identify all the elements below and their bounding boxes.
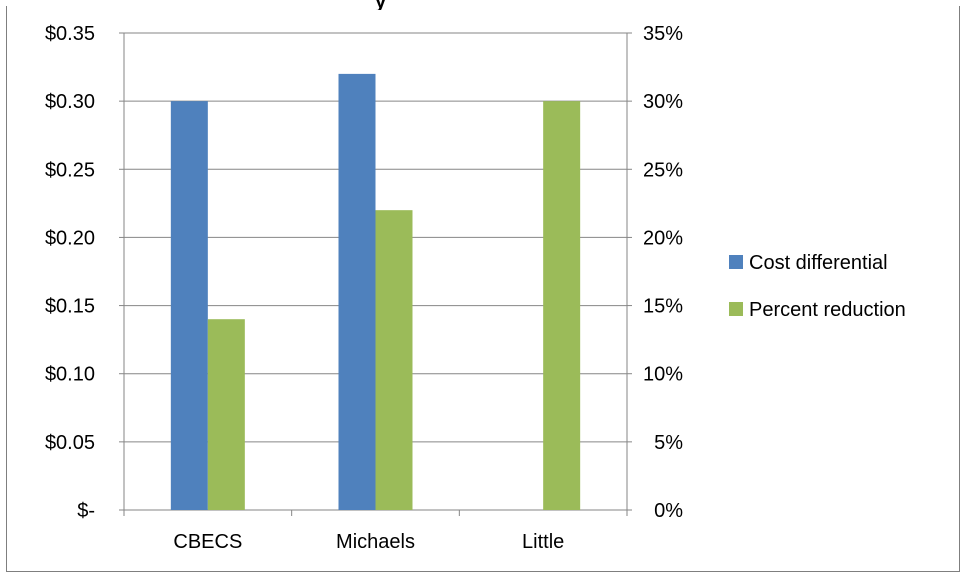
bars — [170, 73, 581, 511]
right-axis-tick-label: 35% — [643, 23, 683, 45]
bar-percent-reduction-michaels — [375, 210, 413, 510]
chart-frame: $- $0.05 $0.10 $0.15 $0.20 $0.25 $0.30 $0.35 0%… — [6, 6, 960, 572]
left-axis-tick-label: $0.30 — [45, 91, 95, 113]
category-label: CBECS — [173, 531, 242, 553]
legend: Cost differential Percent reduction — [729, 252, 906, 321]
right-axis-tick-label: 15% — [643, 296, 683, 318]
right-axis-tick-label: 0% — [654, 500, 683, 522]
bar-cost-differential-cbecs — [170, 101, 208, 511]
left-axis-tick-labels: $- $0.05 $0.10 $0.15 $0.20 $0.25 $0.30 $0.35 — [45, 23, 95, 522]
bar-cost-differential-michaels — [338, 73, 376, 510]
chart-title-text: y — [375, 0, 387, 10]
category-label: Michaels — [336, 531, 415, 553]
right-axis-tick-label: 20% — [643, 227, 683, 249]
left-axis-tick-label: $- — [77, 500, 95, 522]
left-axis-tick-label: $0.20 — [45, 227, 95, 249]
legend-label: Percent reduction — [749, 299, 906, 321]
left-axis-tick-label: $0.15 — [45, 296, 95, 318]
category-label: Little — [522, 531, 564, 553]
legend-swatch — [729, 255, 743, 269]
left-axis-tick-label: $0.10 — [45, 364, 95, 386]
legend-swatch — [729, 302, 743, 316]
right-axis-tick-label: 30% — [643, 91, 683, 113]
bar-percent-reduction-little — [543, 101, 581, 511]
bar-percent-reduction-cbecs — [207, 319, 245, 510]
left-axis-tick-label: $0.35 — [45, 23, 95, 45]
category-labels: CBECS Michaels Little — [173, 531, 564, 553]
legend-label: Cost differential — [749, 252, 888, 274]
right-axis-tick-label: 10% — [643, 364, 683, 386]
left-axis-tick-label: $0.25 — [45, 159, 95, 181]
left-axis-tick-label: $0.05 — [45, 432, 95, 454]
chart-title-fragment: y — [375, 0, 387, 10]
right-axis-tick-label: 5% — [654, 432, 683, 454]
right-axis-tick-label: 25% — [643, 159, 683, 181]
bar-chart: $- $0.05 $0.10 $0.15 $0.20 $0.25 $0.30 $0.35 0%… — [45, 23, 906, 553]
right-axis-tick-labels: 0% 5% 10% 15% 20% 25% 30% 35% — [643, 23, 683, 522]
